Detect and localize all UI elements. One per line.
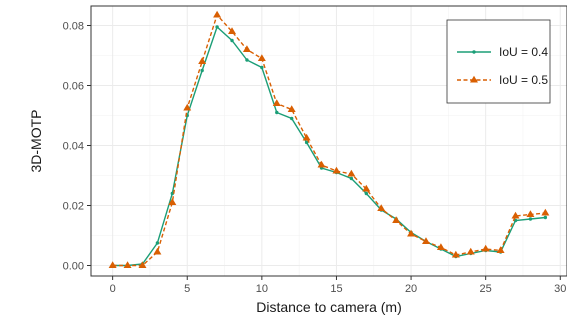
y-tick-label: 0.02 [63,201,84,213]
data-point [213,10,222,18]
data-point [108,261,117,269]
x-tick-label: 10 [256,283,268,295]
x-tick-label: 20 [405,283,417,295]
x-tick-label: 30 [554,283,566,295]
data-point [155,241,160,245]
data-point [275,110,279,115]
data-point [528,217,533,221]
y-axis-title: 3D-MOTP [28,110,44,173]
data-point [183,103,192,111]
data-point [481,244,490,252]
data-point [123,261,132,269]
x-tick-label: 0 [110,283,116,295]
data-point [302,133,311,141]
data-point [153,247,162,255]
data-point [422,237,430,245]
data-point [451,250,460,258]
data-point [332,166,341,174]
y-axis-ticks: 0.00 0.02 0.04 0.06 0.08 [63,21,91,273]
data-point [541,208,550,216]
data-point [317,160,326,168]
data-point [543,215,548,220]
data-point [138,261,147,269]
x-axis-ticks: 0 5 10 15 20 25 30 [110,276,566,295]
data-point [215,25,219,29]
series-2 [108,10,550,269]
y-tick-label: 0.04 [63,141,84,153]
data-point [347,169,356,177]
legend: IoU = 0.4 IoU = 0.5 [446,19,551,104]
data-point [242,45,251,53]
x-tick-label: 15 [330,283,342,295]
legend-label-series-1: IoU = 0.4 [499,45,548,59]
x-tick-label: 25 [480,283,492,295]
data-point [260,65,264,70]
data-point [349,176,354,181]
data-point [436,243,445,251]
data-point [230,38,234,43]
legend-key-marker [470,75,478,83]
data-point [511,211,520,219]
data-point [245,58,249,62]
y-tick-label: 0.00 [63,261,84,273]
data-point [407,229,416,237]
data-point [304,140,309,145]
data-point [198,57,207,65]
y-tick-label: 0.06 [63,81,84,93]
legend-label-series-2: IoU = 0.5 [499,73,548,87]
data-point [272,99,281,107]
y-tick-label: 0.08 [63,21,84,33]
data-point [466,247,475,255]
data-point [496,246,505,254]
plot-border [90,5,567,277]
data-point [362,184,371,192]
data-point [168,198,177,206]
x-tick-label: 5 [184,283,190,295]
data-point [287,105,296,113]
data-point [257,54,266,62]
data-point [289,116,294,121]
data-point [377,204,386,212]
data-point [392,216,401,224]
x-axis-title: Distance to camera (m) [256,299,401,315]
series-layer [108,10,550,269]
legend-box [446,19,551,104]
data-point [228,27,236,35]
data-point [364,191,369,196]
major-gridlines [91,6,567,276]
legend-items [457,50,491,83]
legend-key-marker [472,50,476,54]
data-point [526,210,535,218]
data-point [200,68,204,73]
